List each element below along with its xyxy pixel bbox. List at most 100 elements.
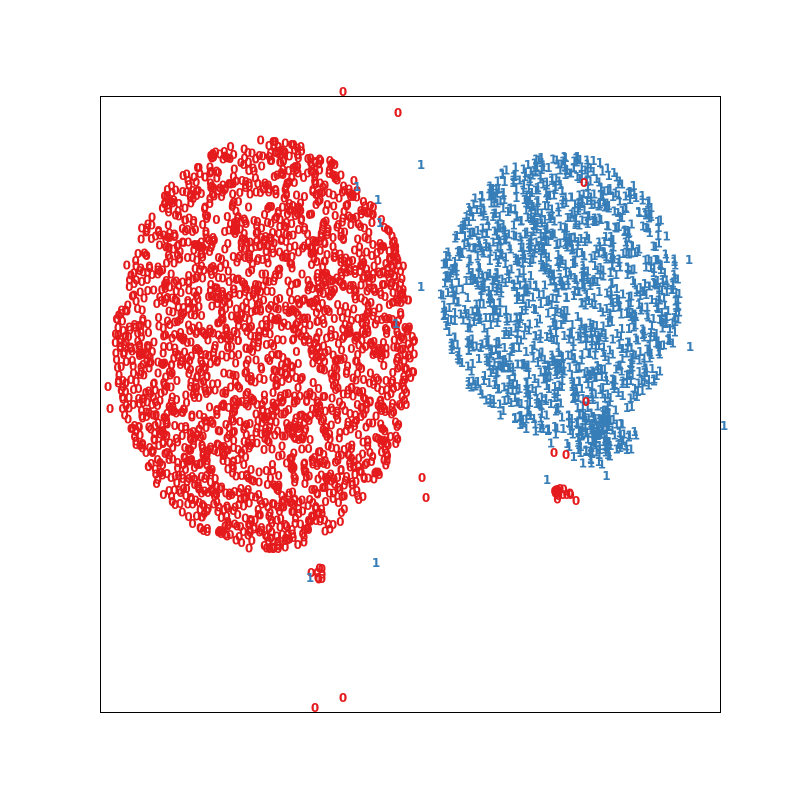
point-class-0: 0	[371, 467, 379, 481]
point-class-0: 0	[291, 472, 299, 486]
point-class-0: 0	[173, 240, 181, 254]
point-class-0: 0	[206, 284, 214, 298]
point-class-0: 0	[281, 361, 289, 375]
point-class-0: 0	[333, 363, 341, 377]
point-class-0: 0	[357, 208, 365, 222]
point-class-0: 0	[301, 423, 309, 437]
point-class-0: 0	[393, 420, 401, 434]
point-class-0: 0	[282, 520, 290, 534]
point-class-0: 0	[230, 485, 238, 499]
point-class-0: 0	[237, 448, 245, 462]
point-class-0: 0	[319, 340, 327, 354]
point-class-0: 0	[214, 377, 222, 391]
point-class-0: 0	[147, 457, 155, 471]
point-class-0: 0	[273, 514, 281, 528]
point-class-1: 1	[661, 312, 669, 326]
point-class-0: 0	[285, 197, 293, 211]
point-class-0: 0	[144, 348, 152, 362]
point-class-1: 1	[685, 253, 693, 267]
point-class-0: 0	[328, 156, 336, 170]
point-class-0: 0	[157, 424, 165, 438]
point-class-0: 0	[295, 507, 303, 521]
point-class-0: 0	[311, 406, 319, 420]
point-class-0: 0	[330, 199, 338, 213]
point-class-1: 1	[587, 457, 595, 471]
point-class-0: 0	[319, 260, 327, 274]
point-class-0: 0	[285, 403, 293, 417]
point-class-0: 0	[274, 501, 282, 515]
point-class-0: 0	[399, 259, 407, 273]
point-class-0: 0	[138, 275, 146, 289]
point-class-0: 0	[168, 366, 176, 380]
point-class-0: 0	[350, 455, 358, 469]
point-class-0: 0	[112, 353, 120, 367]
point-class-0: 0	[223, 455, 231, 469]
point-class-0: 0	[228, 407, 236, 421]
point-class-0: 0	[164, 206, 172, 220]
point-class-1: 1	[599, 269, 607, 283]
point-class-0: 0	[391, 271, 399, 285]
point-class-0: 0	[317, 231, 325, 245]
point-class-0: 0	[142, 410, 150, 424]
point-class-0: 0	[148, 444, 156, 458]
point-class-0: 0	[272, 481, 280, 495]
point-class-0: 0	[273, 529, 281, 543]
point-class-0: 0	[290, 397, 298, 411]
point-class-0: 0	[236, 493, 244, 507]
point-class-0: 0	[340, 225, 348, 239]
point-class-0: 0	[127, 341, 135, 355]
point-class-0: 0	[209, 151, 217, 165]
point-class-0: 0	[289, 463, 297, 477]
point-class-0: 0	[394, 362, 402, 376]
point-class-0: 0	[260, 539, 268, 553]
point-class-0: 0	[266, 154, 274, 168]
point-class-0: 0	[255, 465, 263, 479]
point-class-0: 0	[242, 428, 250, 442]
point-class-0: 0	[273, 538, 281, 552]
point-class-0: 0	[226, 330, 234, 344]
point-class-1: 1	[505, 373, 513, 387]
point-class-0: 0	[279, 394, 287, 408]
point-class-0: 0	[228, 200, 236, 214]
point-class-0: 0	[308, 242, 316, 256]
point-class-0: 0	[291, 160, 299, 174]
point-class-0: 0	[382, 459, 390, 473]
point-class-1: 1	[524, 181, 532, 195]
point-class-0: 0	[329, 189, 337, 203]
point-class-0: 0	[229, 283, 237, 297]
point-class-0: 0	[335, 275, 343, 289]
point-class-0: 0	[184, 223, 192, 237]
point-class-0: 0	[194, 480, 202, 494]
point-class-0: 0	[184, 297, 192, 311]
point-class-0: 0	[197, 377, 205, 391]
point-class-0: 0	[249, 475, 257, 489]
point-class-0: 0	[352, 414, 360, 428]
point-class-0: 0	[118, 390, 126, 404]
point-class-0: 0	[149, 390, 157, 404]
point-class-0: 0	[146, 356, 154, 370]
point-class-0: 0	[337, 225, 345, 239]
point-class-0: 0	[320, 305, 328, 319]
point-class-0: 0	[352, 475, 360, 489]
point-class-0: 0	[311, 701, 319, 715]
point-class-0: 0	[257, 360, 265, 374]
point-class-1: 1	[467, 205, 475, 219]
point-class-0: 0	[159, 424, 167, 438]
point-class-1: 1	[629, 274, 637, 288]
point-class-0: 0	[148, 398, 156, 412]
point-class-0: 0	[246, 417, 254, 431]
point-class-0: 0	[193, 371, 201, 385]
point-class-0: 0	[145, 339, 153, 353]
point-class-0: 0	[252, 292, 260, 306]
point-class-0: 0	[383, 455, 391, 469]
point-class-0: 0	[256, 239, 264, 253]
point-class-0: 0	[353, 484, 361, 498]
point-class-0: 0	[219, 449, 227, 463]
point-class-0: 0	[236, 415, 244, 429]
point-class-0: 0	[285, 150, 293, 164]
point-class-0: 0	[195, 423, 203, 437]
point-class-0: 0	[336, 275, 344, 289]
point-class-0: 0	[260, 238, 268, 252]
point-class-0: 0	[344, 449, 352, 463]
point-class-1: 1	[720, 419, 728, 433]
